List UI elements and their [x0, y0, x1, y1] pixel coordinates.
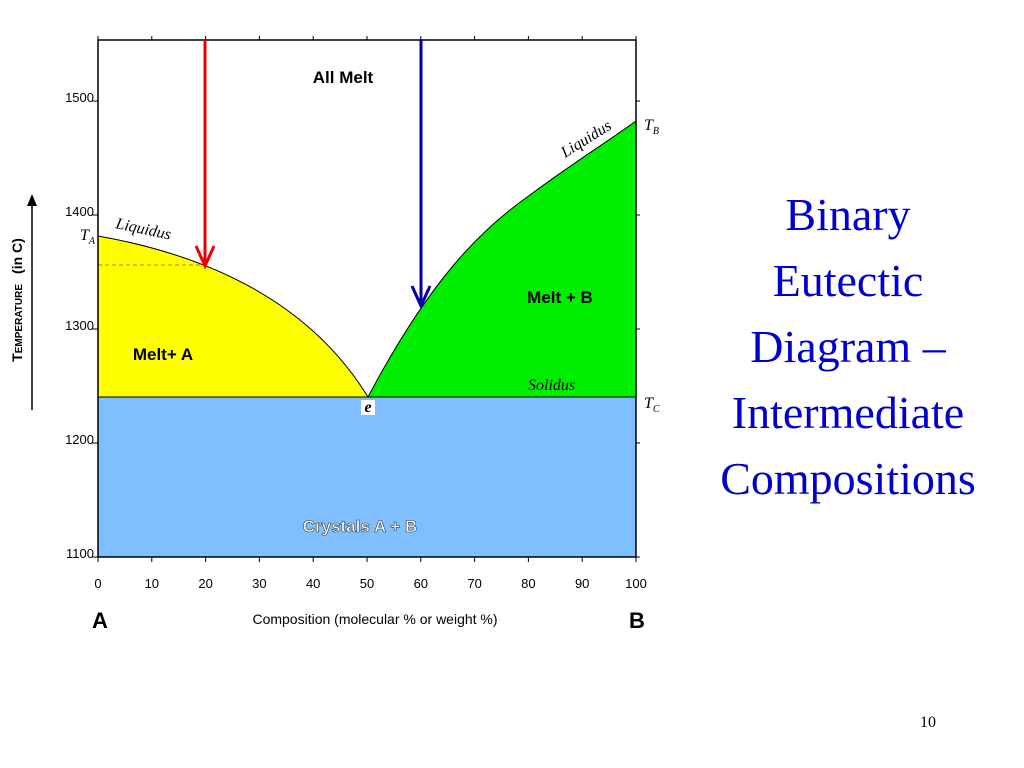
- crystals-region: [98, 397, 636, 557]
- eutectic-box: [361, 400, 375, 415]
- curve-label: Liquidus: [113, 215, 172, 243]
- y-label-main: Temperature: [9, 284, 25, 362]
- x-tick-label: 20: [198, 576, 212, 591]
- point-label: TA: [80, 227, 96, 247]
- region-label: All Melt: [313, 68, 374, 87]
- region-label: Melt+ A: [133, 345, 193, 364]
- x-tick-label: 40: [306, 576, 320, 591]
- subscript: C: [653, 404, 660, 415]
- y-tick-label: 1300: [65, 318, 94, 333]
- title-line: Diagram –: [750, 321, 946, 372]
- slide-title: Binary Eutectic Diagram – Intermediate Compo…: [720, 189, 976, 504]
- y-tick-label: 1200: [65, 432, 94, 447]
- x-tick-label: 100: [625, 576, 647, 591]
- liquidus-curve: [367, 120, 637, 398]
- x-tick-label: 0: [94, 576, 101, 591]
- end-label: A: [92, 608, 108, 633]
- title-line: Intermediate: [732, 387, 964, 438]
- symbol: T: [644, 117, 654, 134]
- subscript: A: [88, 236, 96, 247]
- symbol: T: [644, 395, 654, 412]
- point-label: TC: [644, 395, 660, 415]
- liquidus-curve: [97, 235, 369, 398]
- eutectic-label: e: [364, 399, 371, 416]
- y-label-unit: (in C): [9, 238, 25, 274]
- region-label: Crystals A + B: [303, 517, 417, 536]
- page-number: 10: [920, 714, 936, 731]
- subscript: B: [653, 126, 659, 137]
- x-tick-label: 60: [414, 576, 428, 591]
- point-label: TB: [644, 117, 659, 137]
- melt-b-region: [368, 121, 636, 397]
- curve-label: Solidus: [528, 377, 575, 394]
- x-tick-label: 70: [467, 576, 481, 591]
- axis-arrowhead: [27, 194, 37, 206]
- y-tick-label: 1400: [65, 204, 94, 219]
- melt-a-region: [98, 236, 368, 397]
- x-axis-label: Composition (molecular % or weight %): [252, 611, 497, 627]
- x-tick-label: 30: [252, 576, 266, 591]
- end-label: B: [629, 608, 645, 633]
- y-tick-label: 1100: [66, 546, 94, 561]
- x-tick-label: 80: [521, 576, 535, 591]
- ticks: 1100 1200 1300 1400 1500 0 10 20 30 40 50 60 70 80 90 1…: [65, 36, 647, 591]
- y-tick-label: 1500: [65, 90, 94, 105]
- red-arrowhead: [194, 245, 216, 270]
- x-tick-label: 50: [360, 576, 374, 591]
- x-tick-label: 90: [575, 576, 589, 591]
- title-line: Binary: [785, 189, 910, 240]
- symbol: T: [80, 227, 90, 244]
- region-label: Melt + B: [527, 288, 593, 307]
- blue-arrowhead: [410, 285, 432, 310]
- x-tick-label: 10: [145, 576, 159, 591]
- title-line: Compositions: [720, 453, 976, 504]
- title-line: Eutectic: [773, 255, 924, 306]
- y-axis-label: Temperature (in C): [9, 238, 25, 362]
